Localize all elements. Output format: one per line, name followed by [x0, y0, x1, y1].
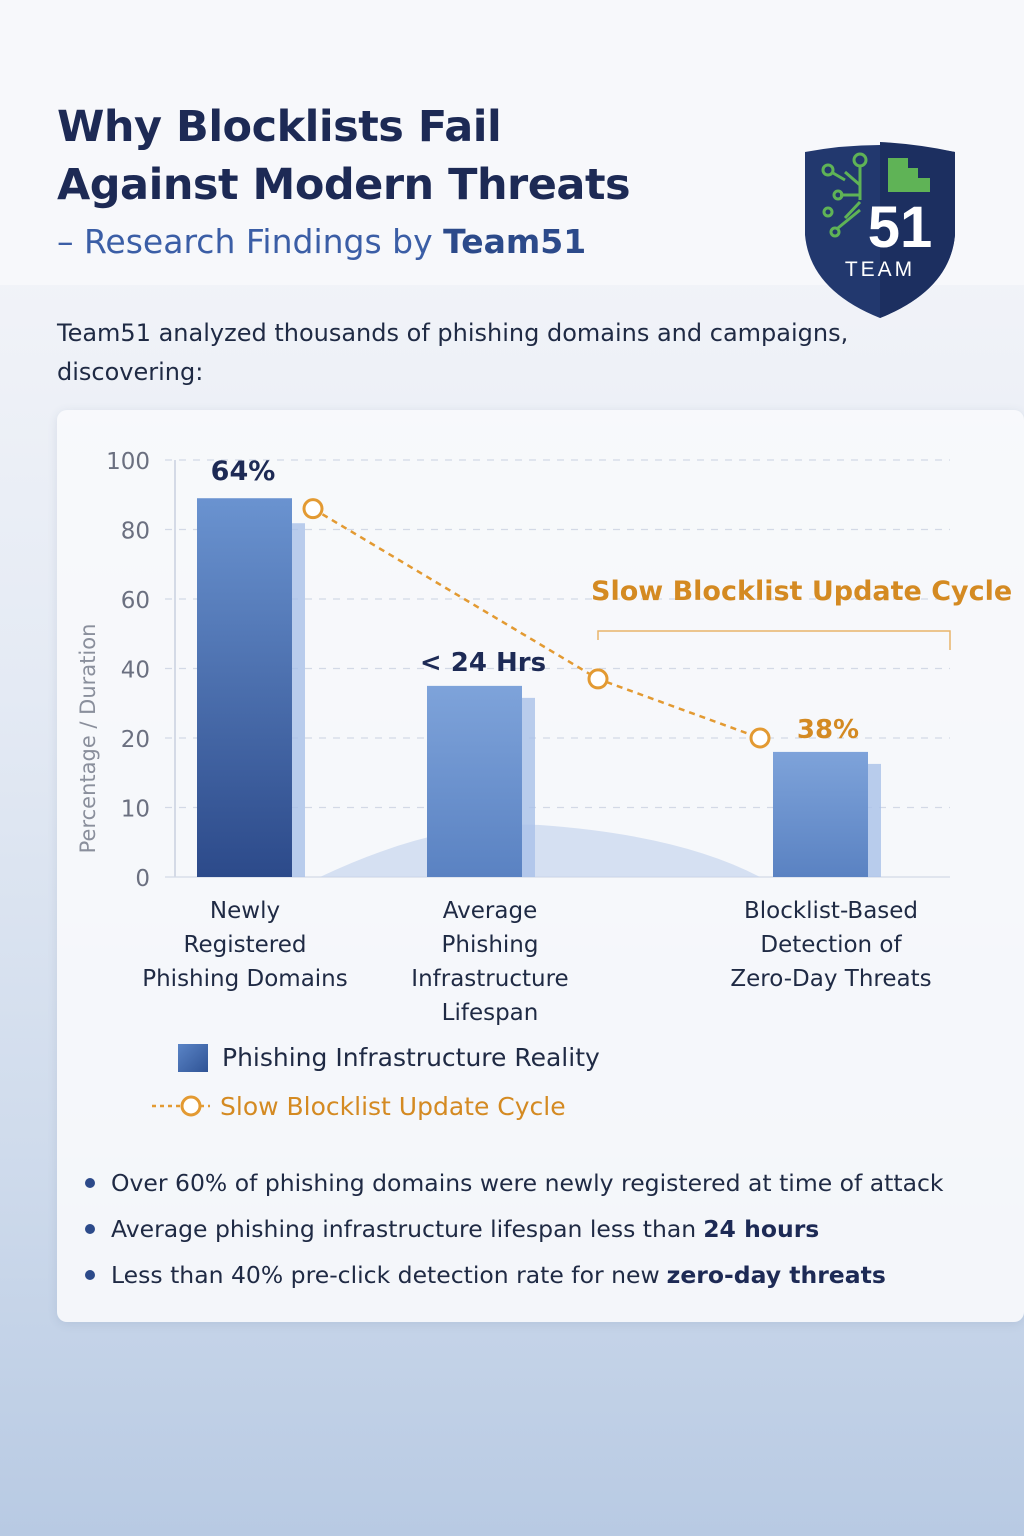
decorative-hill	[320, 824, 760, 877]
x-tick-label: Infrastructure	[411, 966, 568, 992]
x-tick-label: Newly	[210, 898, 280, 924]
y-tick-label: 10	[121, 797, 150, 823]
x-tick-label: Registered	[184, 932, 307, 958]
logo-text: TEAM	[845, 258, 915, 281]
x-tick-label: Lifespan	[442, 1000, 539, 1026]
y-tick-label: 80	[121, 519, 150, 545]
bullet-icon	[85, 1270, 95, 1280]
line-point	[587, 668, 609, 690]
bar-shadow	[520, 697, 535, 877]
intro-text: Team51 analyzed thousands of phishing do…	[57, 319, 849, 386]
legend-swatch-line	[152, 1095, 210, 1117]
legend-label-line: Slow Blocklist Update Cycle	[220, 1091, 566, 1121]
title-line-1: Why Blocklists Fail	[57, 102, 502, 152]
line-point	[302, 498, 324, 520]
title-line-2: Against Modern Threats	[57, 160, 631, 210]
annotation-bracket	[597, 630, 951, 650]
x-tick-label: Blocklist-Based	[744, 898, 918, 924]
legend-label-bars: Phishing Infrastructure Reality	[222, 1043, 600, 1072]
finding-text: Over 60% of phishing domains were newly …	[111, 1169, 944, 1197]
line-point	[749, 727, 771, 749]
x-tick-label: Zero-Day Threats	[730, 966, 931, 992]
bar	[773, 751, 868, 877]
line-series	[312, 507, 761, 740]
legend-item-line: Slow Blocklist Update Cycle	[150, 1091, 566, 1121]
bar-data-label: 64%	[211, 456, 276, 487]
y-tick-label: 40	[121, 658, 150, 684]
bar	[197, 498, 292, 877]
y-tick-label: 20	[121, 727, 150, 753]
finding-bold: 24 hours	[703, 1215, 820, 1243]
bar-shadow	[866, 763, 881, 877]
x-tick-label: Detection of	[760, 932, 902, 958]
bar-data-label: 38%	[797, 715, 859, 745]
subtitle: – Research Findings by Team51	[57, 222, 586, 261]
x-tick-label: Phishing Domains	[142, 966, 348, 992]
team51-shield-logo: 51 TEAM	[805, 142, 955, 318]
x-tick-label: Average	[443, 898, 537, 924]
legend-swatch-bar	[178, 1043, 208, 1072]
bar-data-label: < 24 Hrs	[420, 648, 546, 678]
bullet-icon	[85, 1224, 95, 1234]
y-tick-label: 60	[121, 588, 150, 614]
finding-text: Average phishing infrastructure lifespan…	[111, 1215, 697, 1243]
subtitle-brand: Team51	[443, 222, 587, 261]
bar-shadow	[290, 523, 305, 877]
y-tick-label: 0	[135, 866, 150, 892]
logo-number: 51	[868, 195, 933, 260]
annotation-label: Slow Blocklist Update Cycle	[591, 576, 1012, 607]
bar	[427, 685, 522, 877]
finding-bold: zero-day threats	[666, 1261, 886, 1289]
finding-item: Less than 40% pre-click detection rate f…	[85, 1252, 944, 1298]
finding-item: Average phishing infrastructure lifespan…	[85, 1206, 944, 1252]
finding-text: Less than 40% pre-click detection rate f…	[111, 1261, 660, 1289]
bullet-icon	[85, 1178, 95, 1188]
finding-item: Over 60% of phishing domains were newly …	[85, 1160, 944, 1206]
page-title: Why Blocklists Fail Against Modern Threa…	[57, 98, 631, 214]
bar-line-chart: 0 10 20 40 60 80 100 Percentage / Duration 64% Ne…	[76, 449, 1012, 1026]
y-axis-title: Percentage / Duration	[76, 624, 100, 854]
legend-item-bars: Phishing Infrastructure Reality	[178, 1043, 600, 1072]
subtitle-prefix: – Research Findings by	[57, 222, 444, 261]
x-tick-label: Phishing	[442, 932, 539, 958]
y-tick-label: 100	[106, 449, 150, 475]
findings-list: Over 60% of phishing domains were newly …	[85, 1160, 944, 1298]
